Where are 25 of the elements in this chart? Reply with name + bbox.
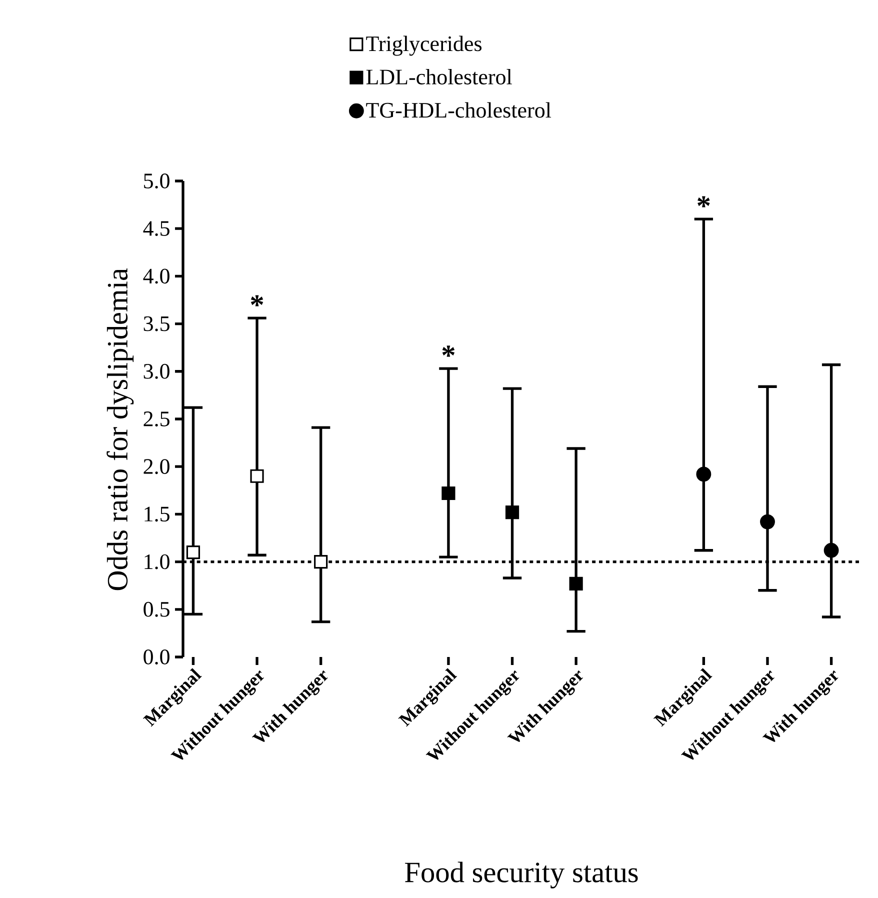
annotation: * — [250, 295, 264, 306]
legend-label: TG-HDL-cholesterol — [366, 102, 552, 118]
point — [824, 542, 839, 558]
annotation: * — [698, 196, 710, 208]
legend-label: Triglycerides — [366, 36, 482, 56]
y-tick-label: 4.0 — [143, 268, 170, 284]
y-tick-label: 3.0 — [144, 364, 170, 379]
point — [505, 505, 520, 520]
y-tick-label: 2.0 — [144, 459, 170, 474]
y-tick-label: 5.0 — [144, 174, 170, 188]
x-axis-title: Food security status — [405, 862, 638, 888]
y-tick-label: 0.5 — [144, 602, 170, 617]
annotation: * — [442, 346, 455, 357]
legend-label: LDL-cholesterol — [366, 68, 512, 84]
point — [442, 486, 456, 500]
point — [696, 466, 712, 482]
y-axis-title: Odds ratio for dyslipidemia — [106, 268, 134, 590]
point — [569, 576, 583, 590]
y-tick-label: 3.5 — [144, 316, 170, 332]
y-tick-label: 2.5 — [144, 412, 170, 426]
y-tick-label: 1.0 — [144, 554, 170, 570]
y-tick-label: 0.0 — [144, 650, 170, 664]
point — [760, 514, 775, 530]
y-tick-label: 1.5 — [144, 506, 170, 522]
y-tick-label: 4.5 — [143, 221, 170, 236]
